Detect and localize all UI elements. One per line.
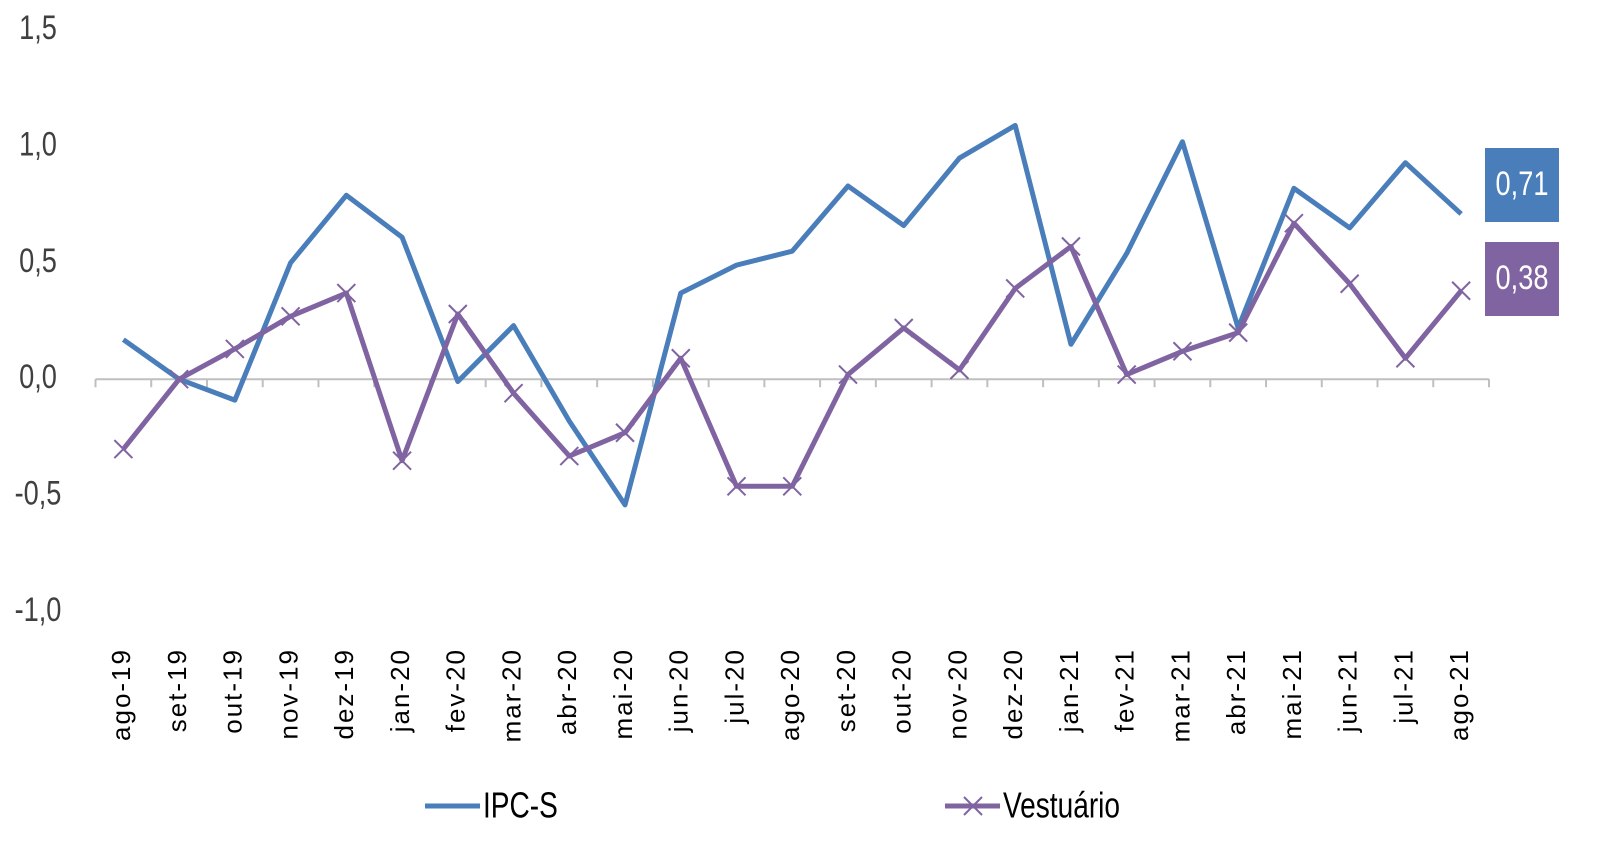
- point-marker: [1284, 213, 1304, 233]
- point-marker: [782, 476, 802, 496]
- series-line: [121, 122, 1463, 508]
- x-tick-label: jun-20: [664, 648, 694, 733]
- point-marker: [1061, 236, 1081, 257]
- point-marker: [1116, 364, 1137, 385]
- point-marker: [615, 423, 635, 443]
- point-marker: [392, 450, 412, 471]
- x-tick-label: jul-21: [1388, 648, 1418, 725]
- point-marker: [838, 364, 858, 385]
- x-tick-label: out-20: [887, 648, 917, 734]
- y-tick-label: 1,5: [19, 8, 57, 47]
- x-tick-label: fev-20: [441, 648, 471, 732]
- x-tick-label: abr-21: [1221, 648, 1251, 735]
- x-tick-label: ago-19: [106, 648, 136, 741]
- point-marker: [726, 476, 747, 496]
- point-marker: [559, 446, 579, 466]
- series-line: [121, 220, 1464, 489]
- point-marker: [1172, 341, 1193, 361]
- point-marker: [113, 439, 134, 459]
- x-tick-label: jul-20: [719, 648, 749, 725]
- x-tick-label: jun-21: [1333, 648, 1363, 733]
- point-marker: [448, 304, 468, 324]
- point-marker: [671, 348, 691, 368]
- x-tick-label: set-20: [831, 648, 861, 732]
- point-marker: [1395, 348, 1416, 368]
- end-label: 0,71: [1496, 164, 1549, 203]
- point-marker: [225, 339, 245, 359]
- x-tick-label: jan-20: [385, 648, 415, 733]
- end-label: 0,38: [1496, 258, 1549, 297]
- x-tick-label: mar-21: [1165, 648, 1195, 742]
- end-label-box: [1485, 148, 1559, 222]
- point-marker: [1339, 274, 1360, 294]
- x-tick-label: abr-20: [552, 648, 582, 735]
- x-tick-label: mai-20: [608, 648, 638, 739]
- y-tick-label: 1,0: [19, 124, 57, 163]
- legend-label: Vestuário: [1003, 785, 1120, 825]
- x-tick-label: fev-21: [1110, 648, 1140, 732]
- point-marker: [1005, 278, 1025, 299]
- x-tick-label: dez-20: [998, 648, 1028, 740]
- y-tick-label: -1,0: [15, 590, 62, 629]
- point-marker: [1228, 322, 1248, 343]
- point-marker: [280, 306, 301, 327]
- point-marker: [169, 369, 189, 389]
- x-tick-label: ago-20: [775, 648, 805, 741]
- x-tick-label: mai-21: [1277, 648, 1307, 739]
- x-tick-label: mar-20: [496, 648, 526, 742]
- x-tick-label: nov-20: [942, 648, 972, 740]
- y-tick-label: -0,5: [15, 474, 62, 513]
- point-marker: [894, 318, 914, 338]
- legend-marker: [963, 796, 983, 816]
- legend-label: IPC-S: [483, 785, 558, 825]
- x-tick-label: out-19: [218, 648, 248, 734]
- point-marker: [503, 383, 524, 403]
- point-marker: [1451, 281, 1471, 301]
- point-marker: [336, 283, 357, 303]
- x-tick-label: nov-19: [273, 648, 303, 740]
- point-marker: [949, 360, 970, 380]
- end-label-box: [1485, 242, 1559, 316]
- x-tick-label: jan-21: [1054, 648, 1084, 733]
- y-tick-label: 0,0: [19, 357, 57, 396]
- x-tick-label: dez-19: [329, 648, 359, 740]
- x-tick-label: set-19: [162, 648, 192, 732]
- y-tick-label: 0,5: [19, 241, 57, 280]
- x-tick-label: ago-21: [1444, 648, 1474, 741]
